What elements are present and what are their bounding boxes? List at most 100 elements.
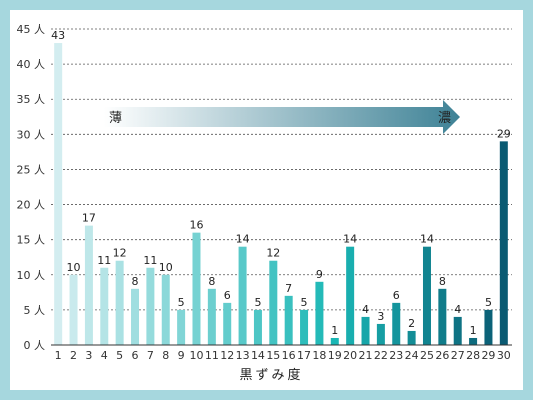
bar-19 xyxy=(330,337,339,345)
x-tick-label: 23 xyxy=(389,349,403,362)
x-tick-label: 6 xyxy=(132,349,139,362)
x-tick-label: 13 xyxy=(236,349,250,362)
data-label-11: 8 xyxy=(208,275,215,288)
x-tick-label: 27 xyxy=(451,349,465,362)
bar-30 xyxy=(499,141,508,345)
bar-5 xyxy=(115,260,124,345)
bar-27 xyxy=(453,316,462,345)
y-tick-label: 40 人 xyxy=(17,58,46,71)
x-tick-label: 10 xyxy=(189,349,203,362)
data-label-26: 8 xyxy=(439,275,446,288)
data-label-14: 5 xyxy=(254,296,261,309)
data-label-2: 10 xyxy=(67,261,81,274)
bar-14 xyxy=(253,309,262,345)
bar-8 xyxy=(161,274,170,345)
data-label-20: 14 xyxy=(343,233,357,246)
x-tick-label: 18 xyxy=(312,349,326,362)
bar-12 xyxy=(223,302,232,345)
bar-29 xyxy=(484,309,493,345)
data-label-28: 1 xyxy=(470,324,477,337)
data-label-12: 6 xyxy=(224,289,231,302)
gradient-arrow xyxy=(104,100,460,134)
data-label-29: 5 xyxy=(485,296,492,309)
x-tick-label: 26 xyxy=(435,349,449,362)
data-label-16: 7 xyxy=(285,282,292,295)
x-tick-label: 15 xyxy=(266,349,280,362)
bar-18 xyxy=(315,281,324,345)
y-tick-label: 20 人 xyxy=(17,199,46,212)
bar-10 xyxy=(192,232,201,345)
data-label-24: 2 xyxy=(408,317,415,330)
x-tick-label: 30 xyxy=(497,349,511,362)
intensity-arrow: 薄 濃 xyxy=(104,100,460,134)
data-label-13: 14 xyxy=(236,233,250,246)
x-tick-label: 16 xyxy=(282,349,296,362)
x-tick-label: 8 xyxy=(162,349,169,362)
chart-frame-inner xyxy=(9,9,524,391)
data-label-22: 3 xyxy=(377,310,384,323)
x-tick-label: 22 xyxy=(374,349,388,362)
y-tick-label: 30 人 xyxy=(17,128,46,141)
bar-15 xyxy=(269,260,278,345)
bar-25 xyxy=(422,246,431,345)
x-tick-label: 19 xyxy=(328,349,342,362)
data-label-4: 11 xyxy=(97,254,111,267)
data-label-10: 16 xyxy=(189,219,203,232)
data-label-18: 9 xyxy=(316,268,323,281)
data-label-5: 12 xyxy=(113,247,127,260)
bar-23 xyxy=(392,302,401,345)
data-label-25: 14 xyxy=(420,233,434,246)
data-label-7: 11 xyxy=(143,254,157,267)
data-label-21: 4 xyxy=(362,303,369,316)
y-tick-label: 10 人 xyxy=(17,269,46,282)
x-tick-label: 25 xyxy=(420,349,434,362)
y-tick-label: 0 人 xyxy=(24,339,46,352)
data-label-27: 4 xyxy=(454,303,461,316)
x-tick-label: 24 xyxy=(405,349,419,362)
x-tick-label: 9 xyxy=(178,349,185,362)
x-tick-label: 4 xyxy=(101,349,108,362)
data-label-6: 8 xyxy=(132,275,139,288)
y-axis-ticks: 0 人 5 人 10 人 15 人 20 人 25 人 30 人 35 人 40 人 45 人 xyxy=(17,23,46,352)
data-label-3: 17 xyxy=(82,212,96,225)
x-tick-label: 28 xyxy=(466,349,480,362)
data-label-23: 6 xyxy=(393,289,400,302)
bar-3 xyxy=(84,225,93,345)
bar-17 xyxy=(300,309,309,345)
x-tick-label: 21 xyxy=(359,349,373,362)
arrow-end-label: 濃 xyxy=(438,111,451,126)
y-tick-label: 15 人 xyxy=(17,234,46,247)
bar-9 xyxy=(177,309,186,345)
x-tick-label: 17 xyxy=(297,349,311,362)
x-tick-label: 14 xyxy=(251,349,265,362)
bar-4 xyxy=(100,267,109,345)
bar-2 xyxy=(69,274,78,345)
y-tick-label: 35 人 xyxy=(17,93,46,106)
y-tick-label: 5 人 xyxy=(24,304,46,317)
bar-11 xyxy=(207,288,216,345)
data-label-15: 12 xyxy=(266,247,280,260)
bars xyxy=(54,43,508,346)
bar-20 xyxy=(346,246,355,345)
x-tick-label: 1 xyxy=(55,349,62,362)
bar-21 xyxy=(361,316,370,345)
bar-7 xyxy=(146,267,155,345)
x-tick-label: 2 xyxy=(70,349,77,362)
x-tick-label: 7 xyxy=(147,349,154,362)
data-label-1: 43 xyxy=(51,29,65,42)
data-label-8: 10 xyxy=(159,261,173,274)
x-axis-ticks: 1 2 3 4 5 6 7 8 9 10 11 12 13 14 15 16 17 18 19 20 21 22 23 24 2… xyxy=(55,349,511,362)
y-tick-label: 45 人 xyxy=(17,23,46,36)
data-labels: 4310171112811105168614512759114436214841… xyxy=(51,29,511,337)
bar-13 xyxy=(238,246,247,345)
x-tick-label: 29 xyxy=(481,349,495,362)
y-tick-label: 25 人 xyxy=(17,163,46,176)
bar-6 xyxy=(131,288,140,345)
x-tick-label: 3 xyxy=(85,349,92,362)
bar-24 xyxy=(407,330,416,345)
bar-22 xyxy=(376,323,385,345)
x-tick-label: 12 xyxy=(220,349,234,362)
x-tick-label: 20 xyxy=(343,349,357,362)
